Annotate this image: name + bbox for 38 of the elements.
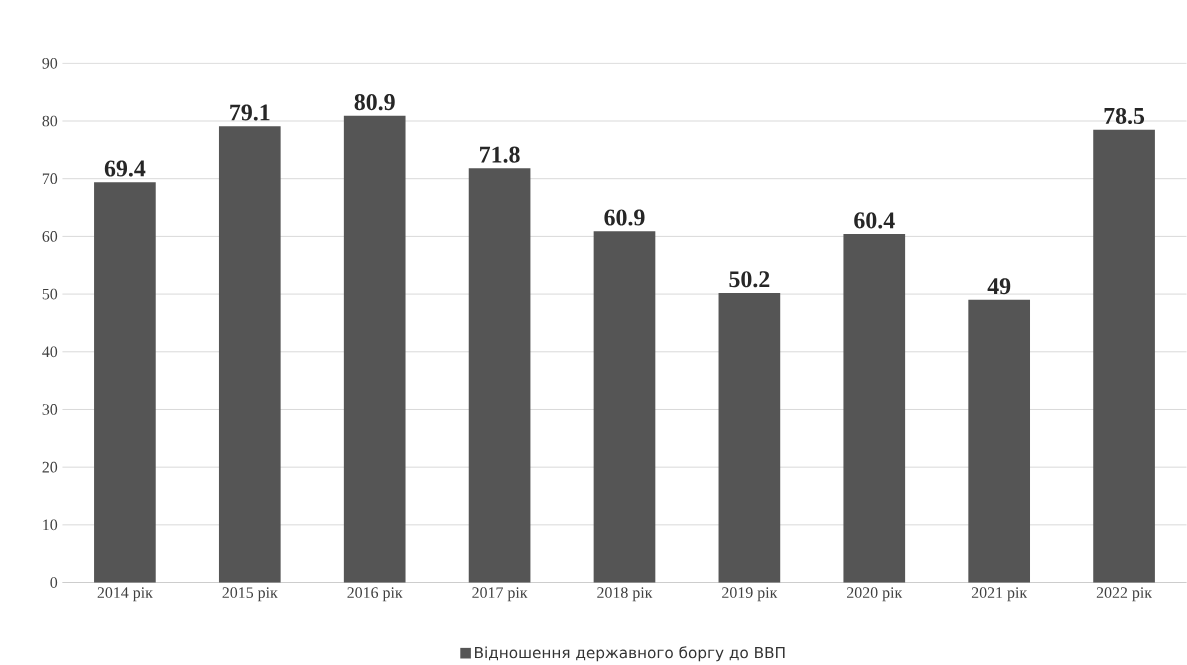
x-tick-label: 2016 рік [347,587,403,602]
bar [468,168,531,583]
x-tick-label: 2017 рік [472,587,528,602]
x-tick-label: 2022 рік [1096,587,1153,602]
y-tick-label: 50 [42,288,58,300]
data-label: 71.8 [480,146,520,163]
y-tick-label: 90 [42,57,58,69]
bar [94,181,156,583]
x-tick-label: 2019 рік [722,587,778,602]
bar [843,233,906,583]
data-label: 78.5 [1104,107,1145,124]
x-tick-label: 2014 рік [97,587,153,602]
y-tick-label: 40 [42,346,58,357]
y-tick-label: 70 [42,173,58,184]
bar [968,299,1031,583]
y-tick-label: 0 [50,576,58,588]
y-tick-label: 20 [42,461,58,473]
bar [343,115,406,583]
data-label: 60.9 [604,209,645,226]
data-label: 80.9 [354,93,395,111]
bar [218,125,281,583]
data-label: 60.4 [854,212,895,229]
y-tick-label: 80 [42,115,58,127]
y-tick-label: 10 [43,519,58,531]
legend-label: Відношення державного боргу до ВВП [475,646,785,662]
data-label: 50.2 [729,270,770,288]
bar [1093,129,1155,583]
x-tick-label: 2021 рік [971,587,1028,602]
x-tick-label: 2020 рік [847,587,903,602]
x-tick-label: 2018 рік [597,587,653,602]
data-label: 79.1 [230,104,270,121]
y-tick-label: 60 [42,230,58,242]
data-label: 49 [987,278,1011,295]
data-label: 69.4 [104,160,146,177]
y-tick-label: 30 [42,403,58,415]
x-tick-label: 2015 рік [222,587,278,602]
bar [593,230,656,583]
bar [718,292,781,583]
